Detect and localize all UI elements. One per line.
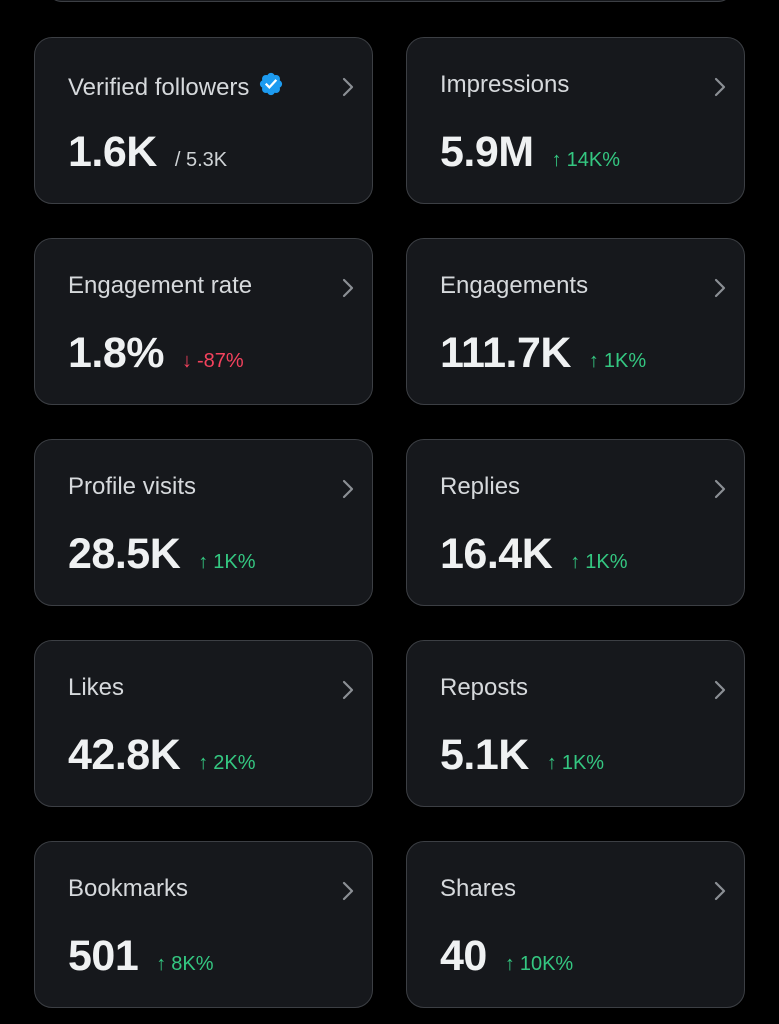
metric-delta: ↑ 10K% [505, 953, 573, 976]
metric-label: Engagement rate [68, 272, 253, 299]
metric-total: / 5.3K [174, 149, 228, 171]
chevron-right-icon [342, 881, 354, 901]
arrow-down-icon: ↓ [182, 350, 193, 372]
metric-value: 111.7K [440, 329, 571, 377]
metric-delta-value: 1K% [213, 551, 256, 573]
arrow-up-icon: ↑ [570, 551, 581, 573]
chevron-right-icon [714, 680, 726, 700]
metrics-grid: Verified followers 1.6K / 5.3K Impressio… [34, 37, 745, 1008]
arrow-up-icon: ↑ [156, 953, 167, 975]
chevron-right-icon [714, 77, 726, 97]
metric-card-impressions[interactable]: Impressions 5.9M ↑ 14K% [406, 37, 745, 204]
metric-label: Profile visits [68, 473, 197, 500]
metric-value: 42.8K [68, 731, 181, 779]
metric-value-row: 111.7K ↑ 1K% [440, 329, 646, 378]
metric-delta-value: 8K% [171, 953, 214, 975]
metric-value-row: 5.9M ↑ 14K% [440, 128, 620, 177]
metric-value: 5.9M [440, 128, 534, 176]
metric-delta: ↑ 1K% [589, 350, 646, 373]
metric-label: Impressions [440, 71, 570, 98]
arrow-up-icon: ↑ [198, 752, 209, 774]
metric-label: Engagements [440, 272, 589, 299]
metric-card-likes[interactable]: Likes 42.8K ↑ 2K% [34, 640, 373, 807]
metric-value: 28.5K [68, 530, 181, 578]
metric-value-row: 40 ↑ 10K% [440, 932, 573, 981]
metric-value: 1.6K [68, 128, 157, 176]
metric-value-row: 501 ↑ 8K% [68, 932, 214, 981]
metric-value-row: 1.6K / 5.3K [68, 128, 227, 177]
metric-delta-value: -87% [197, 350, 244, 372]
metric-value: 16.4K [440, 530, 553, 578]
metric-delta: ↑ 1K% [547, 752, 604, 775]
metric-value-row: 16.4K ↑ 1K% [440, 530, 628, 579]
metric-label-text: Verified followers [68, 73, 250, 101]
metric-value: 40 [440, 932, 487, 980]
metric-card-engagements[interactable]: Engagements 111.7K ↑ 1K% [406, 238, 745, 405]
arrow-up-icon: ↑ [198, 551, 209, 573]
arrow-up-icon: ↑ [504, 953, 515, 975]
arrow-up-icon: ↑ [551, 149, 562, 171]
metric-label: Replies [440, 473, 521, 500]
metric-delta: ↑ 1K% [570, 551, 627, 574]
metric-card-engagement-rate[interactable]: Engagement rate 1.8% ↓ -87% [34, 238, 373, 405]
metric-delta: ↑ 1K% [198, 551, 255, 574]
metric-delta-value: 10K% [519, 953, 574, 975]
previous-card-edge [46, 0, 734, 2]
metric-card-shares[interactable]: Shares 40 ↑ 10K% [406, 841, 745, 1008]
metric-delta-value: 1K% [561, 752, 605, 774]
metric-label: Likes [68, 674, 125, 701]
metric-value: 1.8% [68, 329, 165, 377]
chevron-right-icon [342, 479, 354, 499]
metric-label: Reposts [440, 674, 529, 701]
metric-label: Bookmarks [68, 875, 189, 902]
chevron-right-icon [342, 278, 354, 298]
metric-delta-value: 14K% [566, 149, 620, 171]
chevron-right-icon [342, 77, 354, 97]
metric-value: 501 [68, 932, 139, 980]
chevron-right-icon [714, 881, 726, 901]
metric-card-reposts[interactable]: Reposts 5.1K ↑ 1K% [406, 640, 745, 807]
metric-delta-value: 1K% [585, 551, 628, 573]
metric-value-row: 5.1K ↑ 1K% [440, 731, 604, 780]
metric-card-bookmarks[interactable]: Bookmarks 501 ↑ 8K% [34, 841, 373, 1008]
metric-label: Verified followers [68, 71, 284, 104]
metric-delta-value: 1K% [603, 350, 647, 372]
metric-delta: ↑ 8K% [156, 953, 213, 976]
metric-delta: ↑ 14K% [552, 149, 620, 172]
metric-delta: ↓ -87% [182, 350, 244, 373]
arrow-up-icon: ↑ [588, 350, 599, 372]
arrow-up-icon: ↑ [546, 752, 557, 774]
metric-value-row: 42.8K ↑ 2K% [68, 731, 256, 780]
metric-delta: ↑ 2K% [198, 752, 255, 775]
chevron-right-icon [342, 680, 354, 700]
metric-card-replies[interactable]: Replies 16.4K ↑ 1K% [406, 439, 745, 606]
metric-value: 5.1K [440, 731, 529, 779]
chevron-right-icon [714, 479, 726, 499]
metric-card-verified-followers[interactable]: Verified followers 1.6K / 5.3K [34, 37, 373, 204]
chevron-right-icon [714, 278, 726, 298]
metric-value-row: 28.5K ↑ 1K% [68, 530, 256, 579]
metric-value-row: 1.8% ↓ -87% [68, 329, 244, 378]
verified-badge-icon [258, 71, 284, 104]
metric-card-profile-visits[interactable]: Profile visits 28.5K ↑ 1K% [34, 439, 373, 606]
metric-label: Shares [440, 875, 517, 902]
metric-delta-value: 2K% [213, 752, 256, 774]
